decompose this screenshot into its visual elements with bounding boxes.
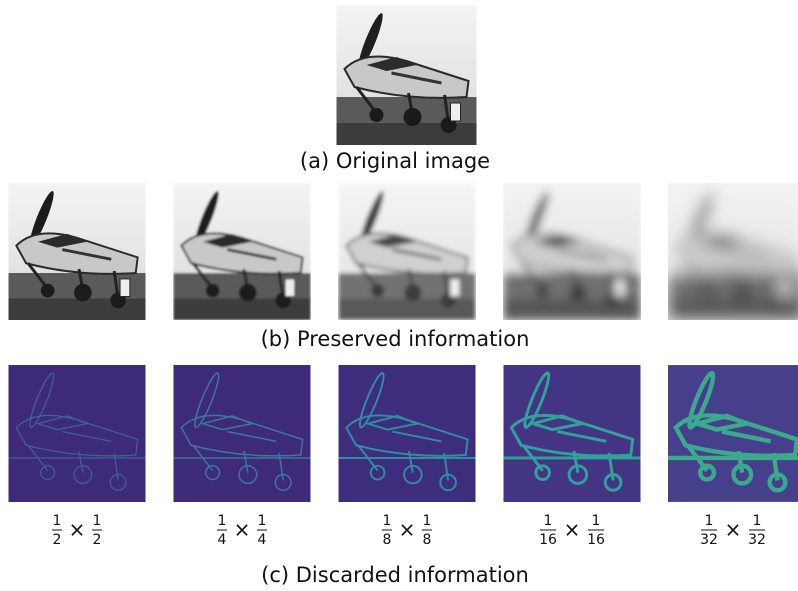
fraction-numerator: 1	[383, 513, 392, 529]
fraction-numerator: 1	[753, 513, 762, 529]
fraction-denominator: 8	[383, 532, 392, 548]
preserved-image	[174, 183, 311, 320]
fraction-denominator: 32	[748, 532, 766, 548]
discarded-image	[668, 365, 798, 502]
times-symbol: ×	[69, 518, 86, 542]
fraction-denominator: 8	[423, 532, 432, 548]
discarded-image	[174, 365, 311, 502]
preserved-image	[504, 183, 641, 320]
preserved-image	[668, 183, 798, 320]
caption: (a) Original image	[300, 149, 490, 173]
fraction-denominator: 32	[700, 532, 718, 548]
preserved-image	[339, 183, 476, 320]
fraction-denominator: 4	[258, 532, 267, 548]
preserved-row	[9, 183, 798, 320]
caption: (b) Preserved information	[261, 327, 530, 351]
times-symbol: ×	[234, 518, 251, 542]
discarded-image	[504, 365, 641, 502]
page: {"captions": {"original": "(a) Original …	[0, 0, 798, 591]
times-symbol: ×	[399, 518, 416, 542]
fraction-numerator: 1	[544, 513, 553, 529]
discarded-image	[339, 365, 476, 502]
caption: (c) Discarded information	[261, 563, 529, 587]
figure: (a) Original image (b) Preserved informa…	[0, 0, 798, 591]
original-image	[337, 5, 477, 145]
fraction-numerator: 1	[218, 513, 227, 529]
fraction-numerator: 1	[258, 513, 267, 529]
fraction-denominator: 16	[539, 532, 557, 548]
fraction-denominator: 16	[587, 532, 605, 548]
times-symbol: ×	[725, 518, 742, 542]
scale-labels: 1 2 1 2 × 1 4 1 4 × 1 8 1 8 × 1 16 1 16 × 1 32 1 32 ×	[52, 513, 766, 548]
fraction-numerator: 1	[705, 513, 714, 529]
fraction-numerator: 1	[53, 513, 62, 529]
fraction-denominator: 2	[53, 532, 62, 548]
discarded-row	[9, 365, 798, 502]
fraction-numerator: 1	[592, 513, 601, 529]
fraction-denominator: 4	[218, 532, 227, 548]
fraction-denominator: 2	[93, 532, 102, 548]
preserved-image	[9, 183, 146, 320]
discarded-image	[9, 365, 146, 502]
fraction-numerator: 1	[93, 513, 102, 529]
fraction-numerator: 1	[423, 513, 432, 529]
times-symbol: ×	[564, 518, 581, 542]
